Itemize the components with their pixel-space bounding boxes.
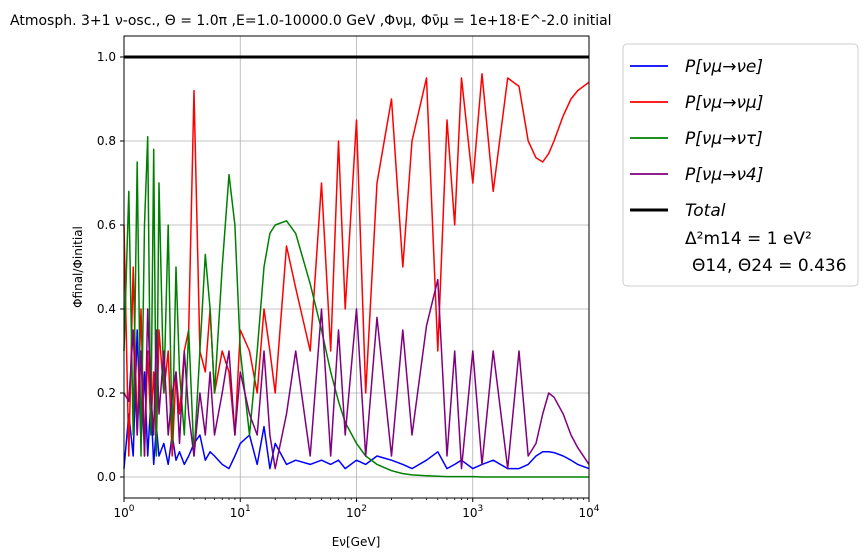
x-tick-label: 104	[578, 504, 599, 520]
y-tick-label: 0.4	[97, 302, 116, 316]
y-axis-label: Φfinal/Φinitial	[71, 226, 85, 308]
series-line-p-	[123, 136, 589, 478]
legend: P[νμ→νe] P[νμ→νμ] P[νμ→ντ] P[νμ→ν4] Total Δ²m…	[622, 43, 859, 287]
legend-label: P[νμ→ντ]	[685, 129, 763, 149]
x-tick-label: 101	[230, 504, 251, 520]
legend-note: Θ14, Θ24 = 0.436	[692, 256, 847, 276]
series-line-p-4-	[123, 278, 590, 470]
x-tick-label: 100	[113, 504, 134, 520]
ticks: 100 101 102 103 104 0.0 0.2 0.4 0.6 0.8 1.0	[97, 50, 600, 520]
y-tick-label: 0.0	[97, 470, 116, 484]
series-line-p-e-	[123, 329, 590, 470]
legend-label: P[νμ→νμ]	[685, 93, 763, 113]
chart-title: Atmosph. 3+1 ν-osc., Θ = 1.0π ,E=1.0-100…	[10, 13, 612, 29]
legend-label: P[νμ→ν4]	[685, 165, 763, 185]
x-axis-label: Eν[GeV]	[332, 535, 381, 549]
x-tick-label: 102	[346, 504, 367, 520]
legend-note: Δ²m14 = 1 eV²	[685, 229, 812, 249]
legend-box	[622, 43, 859, 287]
series-line-p-	[123, 73, 590, 457]
y-tick-label: 0.6	[97, 218, 116, 232]
series-group	[123, 55, 590, 478]
y-tick-label: 1.0	[97, 50, 116, 64]
legend-label: P[νμ→νe]	[685, 57, 763, 77]
x-tick-label: 103	[462, 504, 483, 520]
y-tick-label: 0.2	[97, 386, 116, 400]
legend-label: Total	[685, 201, 726, 221]
y-tick-label: 0.8	[97, 134, 116, 148]
